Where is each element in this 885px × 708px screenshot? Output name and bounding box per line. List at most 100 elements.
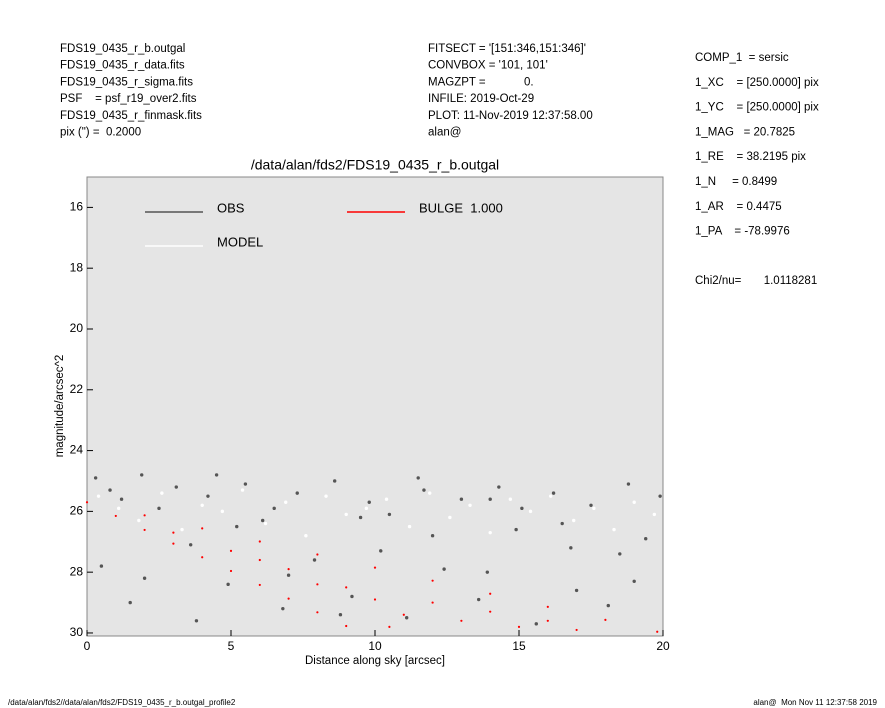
y-tick-label: 30 — [70, 625, 84, 639]
data-point — [373, 598, 377, 601]
data-point — [350, 594, 354, 599]
data-point — [96, 494, 101, 498]
data-point — [108, 488, 112, 492]
data-point — [194, 619, 199, 623]
x-axis-label: Distance along sky [arcsec] — [305, 655, 445, 667]
data-point — [128, 600, 132, 605]
data-point — [546, 619, 549, 622]
data-point — [656, 630, 659, 633]
data-point — [324, 494, 328, 498]
data-point — [488, 530, 492, 535]
data-point — [116, 506, 121, 511]
x-tick-label: 5 — [228, 639, 235, 653]
header-left-line: pix (") = 0.2000 — [60, 127, 141, 139]
fit-parameter: 1_XC = [250.0000] pix — [695, 77, 819, 89]
data-point — [468, 503, 472, 507]
x-tick-label: 15 — [512, 639, 526, 653]
data-point — [632, 500, 636, 504]
data-point — [379, 549, 383, 553]
data-point — [220, 509, 225, 514]
data-point — [534, 622, 538, 626]
data-point — [416, 476, 420, 480]
x-tick-label: 10 — [368, 639, 382, 653]
data-point — [260, 518, 265, 523]
data-point — [229, 549, 233, 552]
data-point — [658, 494, 662, 498]
data-point — [430, 533, 435, 538]
data-point — [263, 521, 268, 526]
header-middle-line: FITSECT = '[151:346,151:346]' — [428, 43, 586, 55]
chi2: Chi2/nu= 1.0118281 — [695, 275, 817, 287]
data-point — [206, 494, 210, 498]
x-tick-label: 20 — [656, 639, 670, 653]
data-point — [258, 540, 261, 543]
data-point — [160, 491, 164, 495]
fit-parameter: 1_MAG = 20.7825 — [695, 126, 795, 138]
data-point — [358, 515, 363, 520]
header-middle-line: MAGZPT = 0. — [428, 76, 534, 88]
data-point — [316, 611, 319, 614]
legend-label: BULGE 1.000 — [419, 200, 503, 215]
data-point — [174, 485, 178, 489]
data-point — [428, 491, 432, 495]
data-point — [172, 542, 175, 545]
data-point — [546, 605, 549, 608]
data-point — [402, 613, 405, 616]
chart-title: /data/alan/fds2/FDS19_0435_r_b.outgal — [251, 157, 499, 173]
data-point — [172, 531, 175, 534]
y-tick-label: 16 — [70, 200, 84, 214]
data-point — [407, 524, 412, 529]
fit-parameter: COMP_1 = sersic — [695, 52, 789, 64]
data-point — [384, 497, 389, 501]
plot-area — [86, 176, 664, 637]
data-point — [281, 606, 285, 611]
data-point — [142, 576, 147, 580]
header-middle-line: INFILE: 2019-Oct-29 — [428, 93, 534, 105]
data-point — [551, 491, 556, 495]
data-point — [459, 497, 464, 501]
data-point — [93, 476, 98, 480]
header-middle-line: alan@ — [428, 127, 461, 139]
data-point — [575, 628, 578, 632]
data-point — [388, 625, 391, 628]
data-point — [528, 509, 533, 514]
data-point — [137, 518, 141, 523]
data-point — [569, 546, 573, 550]
data-point — [448, 515, 452, 520]
x-tick-label: 0 — [84, 639, 91, 653]
data-point — [345, 624, 348, 628]
y-tick-label: 22 — [70, 382, 84, 396]
data-point — [606, 603, 610, 608]
data-point — [488, 497, 492, 501]
data-point — [345, 586, 348, 589]
data-point — [188, 543, 193, 547]
data-point — [489, 592, 492, 595]
data-point — [201, 556, 204, 559]
data-point — [316, 583, 319, 586]
data-point — [485, 570, 490, 574]
data-point — [143, 528, 146, 532]
data-point — [258, 558, 261, 562]
data-point — [114, 514, 117, 518]
data-point — [560, 521, 564, 526]
data-point — [332, 479, 337, 483]
data-point — [589, 503, 593, 507]
data-point — [272, 506, 276, 511]
header-left-line: FDS19_0435_r_b.outgal — [60, 43, 185, 55]
data-point — [431, 601, 434, 604]
data-point — [284, 500, 288, 504]
data-point — [508, 497, 513, 501]
data-point — [592, 506, 596, 511]
data-point — [200, 503, 204, 507]
y-tick-label: 24 — [70, 443, 84, 457]
data-point — [258, 583, 261, 587]
y-tick-label: 18 — [70, 260, 84, 274]
data-point — [214, 473, 219, 477]
data-point — [422, 488, 426, 492]
data-point — [201, 527, 204, 530]
data-point — [520, 506, 524, 511]
data-point — [364, 506, 369, 511]
data-point — [367, 500, 371, 504]
data-point — [626, 482, 631, 486]
